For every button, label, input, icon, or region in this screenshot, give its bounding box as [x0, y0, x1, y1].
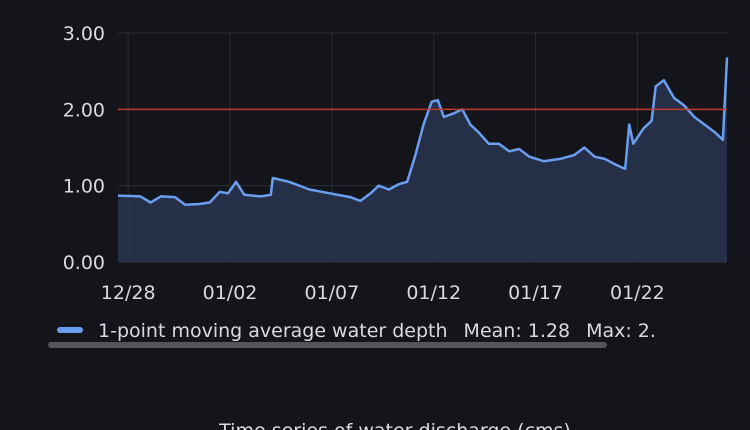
scrollbar[interactable] — [48, 342, 607, 348]
area — [118, 57, 727, 263]
x-tick-label: 12/28 — [101, 282, 156, 304]
y-tick-label: 0.00 — [63, 252, 105, 274]
y-tick-label: 1.00 — [63, 176, 105, 198]
x-tick-label: 01/02 — [203, 282, 258, 304]
legend-stat: Mean: 1.28 — [464, 320, 571, 342]
x-tick-label: 01/17 — [508, 282, 563, 304]
x-tick-label: 01/12 — [406, 282, 461, 304]
x-tick-label: 01/07 — [304, 282, 359, 304]
legend-label: 1-point moving average water depth — [98, 320, 448, 342]
y-tick-label: 3.00 — [63, 23, 105, 45]
x-tick-label: 01/22 — [610, 282, 665, 304]
legend-stat: Max: 2. — [586, 320, 656, 342]
chart-title: Time series of water discharge (cms) — [218, 420, 571, 430]
y-tick-label: 2.00 — [63, 99, 105, 121]
line — [117, 57, 729, 207]
